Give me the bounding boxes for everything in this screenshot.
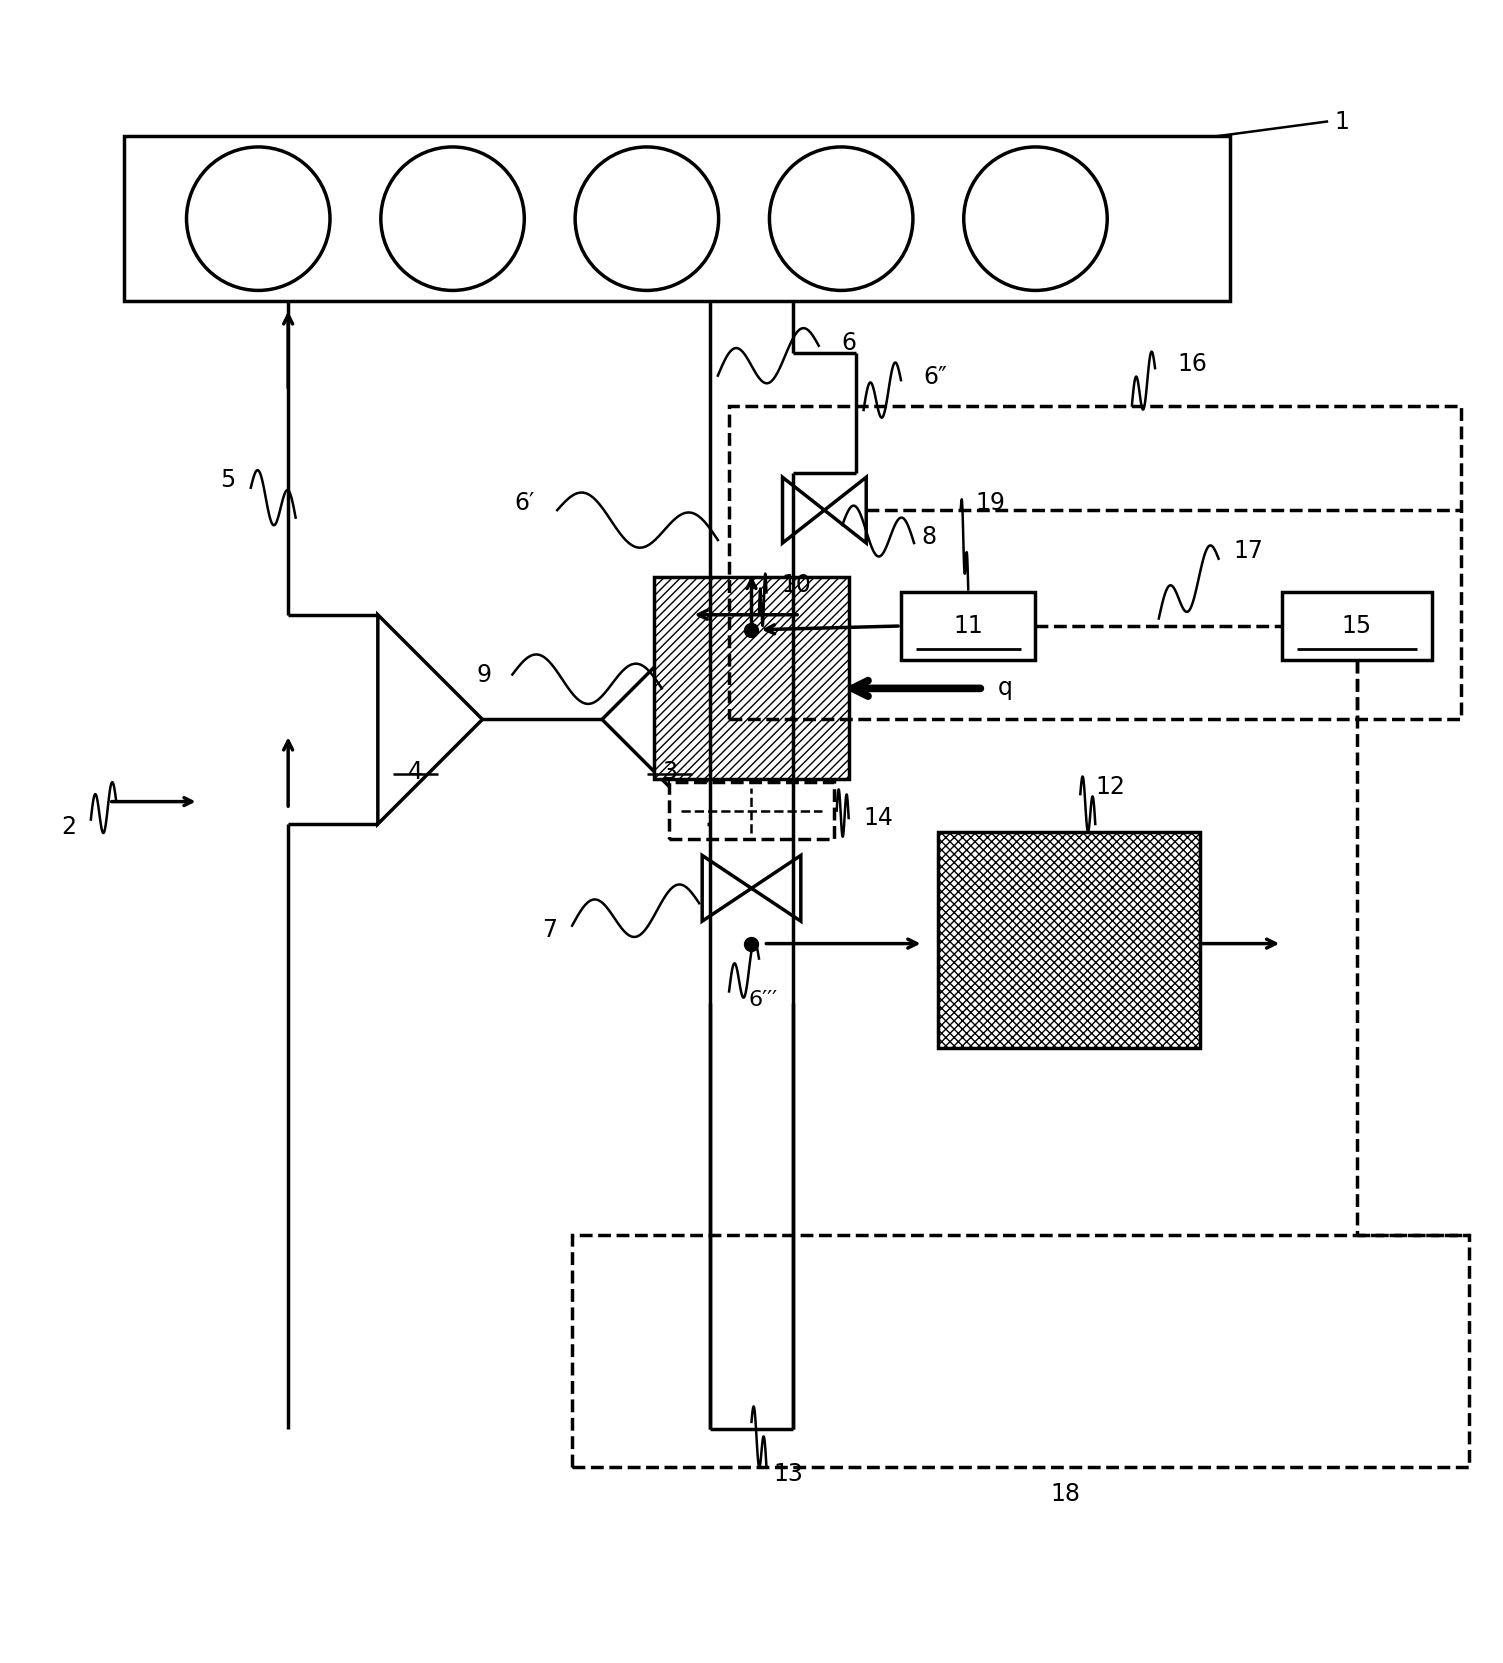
Polygon shape xyxy=(702,855,752,921)
Text: 6′: 6′ xyxy=(514,491,535,514)
Text: 4: 4 xyxy=(407,760,422,783)
Text: 3: 3 xyxy=(661,760,676,783)
Bar xyxy=(938,832,1199,1048)
Circle shape xyxy=(380,146,525,291)
Polygon shape xyxy=(603,615,706,825)
Text: q: q xyxy=(998,677,1013,700)
Circle shape xyxy=(963,146,1108,291)
Text: 15: 15 xyxy=(1342,614,1372,639)
Bar xyxy=(654,577,849,780)
Text: 11: 11 xyxy=(953,614,983,639)
Text: 9: 9 xyxy=(476,662,491,687)
Bar xyxy=(123,136,1229,301)
Polygon shape xyxy=(377,615,482,825)
Text: 14: 14 xyxy=(864,807,893,830)
Text: 18: 18 xyxy=(1051,1482,1081,1505)
Text: 5: 5 xyxy=(221,469,236,492)
Text: 10: 10 xyxy=(782,572,812,597)
Text: 16: 16 xyxy=(1177,351,1207,376)
Text: 7: 7 xyxy=(543,918,558,943)
Polygon shape xyxy=(783,477,824,544)
Text: 2: 2 xyxy=(62,815,77,840)
Text: 1: 1 xyxy=(1335,110,1350,133)
Bar xyxy=(900,592,1036,660)
Text: 13: 13 xyxy=(774,1462,804,1487)
Polygon shape xyxy=(824,477,866,544)
Text: 6: 6 xyxy=(842,331,857,354)
Text: 8: 8 xyxy=(921,526,936,549)
Bar xyxy=(729,406,1461,720)
Circle shape xyxy=(576,146,718,291)
Bar xyxy=(573,1236,1468,1467)
Text: 6″: 6″ xyxy=(923,366,947,389)
Polygon shape xyxy=(752,855,801,921)
Bar xyxy=(1282,592,1431,660)
Text: 19: 19 xyxy=(975,491,1006,514)
Text: 17: 17 xyxy=(1234,539,1264,564)
Circle shape xyxy=(770,146,912,291)
Circle shape xyxy=(186,146,331,291)
Bar xyxy=(669,782,834,838)
Text: 6′′′: 6′′′ xyxy=(748,991,777,1011)
Text: 12: 12 xyxy=(1096,775,1126,798)
